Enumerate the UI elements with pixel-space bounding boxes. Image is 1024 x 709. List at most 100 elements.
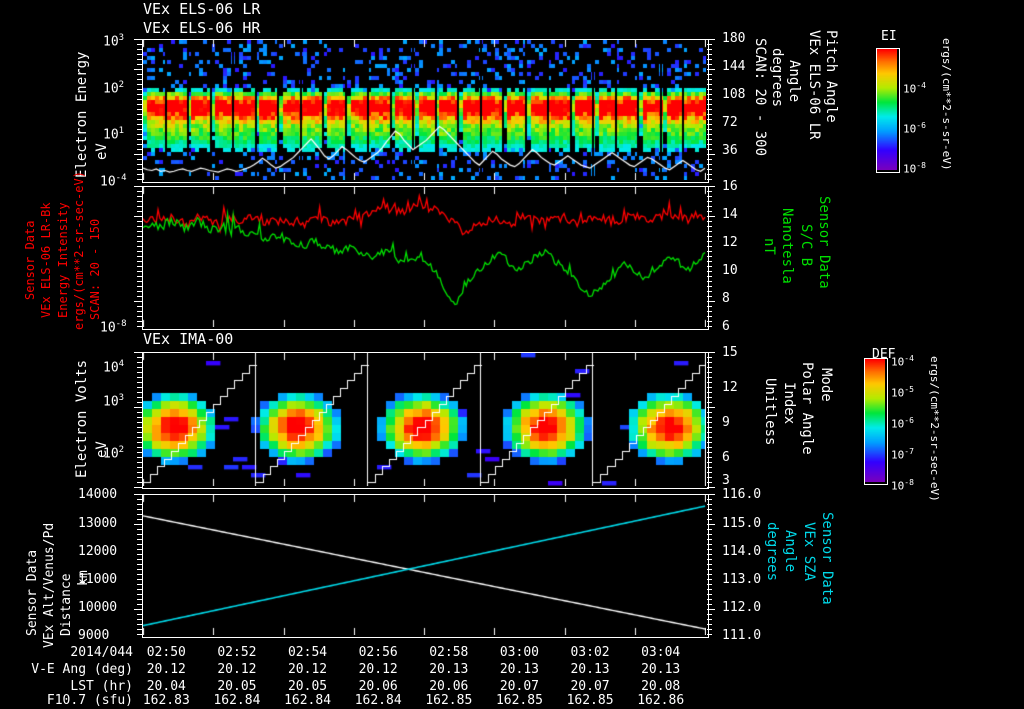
table-cell: 20.13 bbox=[641, 662, 681, 677]
axis-minor-tick bbox=[137, 579, 142, 580]
table-cell: 20.13 bbox=[429, 662, 469, 677]
axis-minor-tick bbox=[137, 624, 142, 625]
axis-minor-tick bbox=[134, 407, 142, 408]
axis-minor-tick bbox=[707, 69, 715, 70]
axis-minor-tick bbox=[137, 251, 142, 252]
axis-minor-tick bbox=[137, 589, 142, 590]
axis-minor-tick bbox=[707, 149, 712, 150]
table-cell: 162.84 bbox=[213, 693, 261, 708]
panel1-right-tick-180: 180 bbox=[722, 31, 746, 46]
table-cell: 162.85 bbox=[566, 693, 614, 708]
axis-minor-tick bbox=[137, 482, 142, 483]
axis-minor-tick bbox=[137, 169, 142, 170]
panel2-right-tick-8: 8 bbox=[722, 291, 730, 306]
panel1-left-axis-unit: eV bbox=[94, 143, 110, 160]
panel1-right-tick-108: 108 bbox=[722, 87, 746, 102]
table-row-label-3: F10.7 (sfu) bbox=[46, 693, 133, 708]
panel2-left-label-5: SCAN: 20 - 150 bbox=[88, 218, 102, 320]
axis-minor-tick bbox=[707, 196, 712, 197]
axis-minor-tick bbox=[134, 494, 142, 495]
axis-minor-tick bbox=[707, 614, 712, 615]
table-row-label-1: V-E Ang (deg) bbox=[31, 662, 133, 677]
axis-minor-tick bbox=[134, 487, 142, 488]
axis-minor-tick bbox=[707, 186, 715, 187]
panel3-ytick-1000: 103 bbox=[103, 393, 125, 410]
panel3-ytick-100: 102 bbox=[103, 445, 125, 462]
panel1-electron-energy-spectrogram[interactable] bbox=[142, 39, 709, 183]
axis-minor-tick bbox=[137, 467, 142, 468]
panel2-right-tick-12: 12 bbox=[722, 235, 738, 250]
table-cell: 20.12 bbox=[358, 662, 398, 677]
axis-minor-tick bbox=[707, 604, 712, 605]
panel3-right-tick-12: 12 bbox=[722, 380, 738, 395]
panel3-right-label-2: Polar Angle bbox=[799, 362, 815, 455]
axis-minor-tick bbox=[137, 539, 142, 540]
axis-minor-tick bbox=[137, 306, 142, 307]
panel2-intensity-bfield[interactable] bbox=[142, 186, 709, 330]
axis-minor-tick bbox=[707, 169, 712, 170]
axis-minor-tick bbox=[137, 417, 142, 418]
table-cell: 03:04 bbox=[641, 645, 681, 660]
axis-minor-tick bbox=[137, 397, 142, 398]
axis-minor-tick bbox=[707, 357, 712, 358]
axis-minor-tick bbox=[707, 256, 712, 257]
axis-minor-tick bbox=[707, 579, 712, 580]
table-cell: 162.85 bbox=[495, 693, 543, 708]
axis-minor-tick bbox=[707, 266, 712, 267]
table-cell: 20.05 bbox=[217, 679, 257, 694]
axis-minor-tick bbox=[707, 124, 712, 125]
axis-minor-tick bbox=[137, 191, 142, 192]
axis-minor-tick bbox=[707, 129, 712, 130]
axis-minor-tick bbox=[137, 149, 142, 150]
table-cell: 20.05 bbox=[287, 679, 328, 694]
axis-minor-tick bbox=[707, 54, 712, 55]
colorbar2-tick-3: 10-6 bbox=[891, 416, 914, 431]
table-cell: 20.12 bbox=[146, 662, 186, 677]
axis-minor-tick bbox=[707, 301, 715, 302]
axis-minor-tick bbox=[137, 94, 142, 95]
panel3-right-tick-3: 3 bbox=[722, 473, 730, 488]
axis-minor-tick bbox=[707, 432, 712, 433]
axis-minor-tick bbox=[137, 472, 142, 473]
axis-minor-tick bbox=[137, 452, 142, 453]
panel2-right-tick-6: 6 bbox=[722, 319, 730, 334]
axis-minor-tick bbox=[707, 246, 712, 247]
axis-minor-tick bbox=[707, 462, 712, 463]
axis-minor-tick bbox=[137, 326, 142, 327]
panel4-ytick-14000: 14000 bbox=[78, 487, 118, 502]
panel2-left-label-2: VEx ELS-06 LR-Bk bbox=[39, 202, 53, 318]
axis-minor-tick bbox=[134, 69, 142, 70]
axis-minor-tick bbox=[137, 261, 142, 262]
axis-minor-tick bbox=[137, 49, 142, 50]
axis-minor-tick bbox=[137, 437, 142, 438]
panel4-ytick-13000: 13000 bbox=[78, 516, 118, 531]
panel2-left-label-4: ergs/(cm**2-sr-sec-eV) bbox=[72, 171, 86, 330]
axis-minor-tick bbox=[707, 206, 712, 207]
axis-minor-tick bbox=[137, 544, 142, 545]
panel4-altitude-sza[interactable] bbox=[142, 494, 709, 638]
axis-minor-tick bbox=[137, 119, 142, 120]
panel4-right-label-4: degrees bbox=[764, 522, 780, 582]
panel1-right-label-3: Angle bbox=[786, 60, 802, 103]
panel2-left-label-1: Sensor Data bbox=[23, 220, 37, 300]
axis-minor-tick bbox=[707, 311, 712, 312]
axis-minor-tick bbox=[707, 276, 712, 277]
table-cell: 03:02 bbox=[570, 645, 610, 660]
axis-minor-tick bbox=[707, 159, 712, 160]
axis-minor-tick bbox=[707, 79, 712, 80]
colorbar2-title: DEF bbox=[872, 347, 896, 362]
axis-minor-tick bbox=[137, 109, 142, 110]
axis-minor-tick bbox=[707, 286, 712, 287]
panel2-ytick-top: 10-4 bbox=[100, 173, 127, 190]
panel3-right-label-4: Unitless bbox=[762, 378, 778, 446]
axis-minor-tick bbox=[707, 564, 712, 565]
panel3-ion-spectrogram[interactable] bbox=[142, 352, 709, 489]
panel4-right-label-3: Angle bbox=[782, 530, 798, 573]
panel1-ytick-100: 102 bbox=[103, 80, 125, 97]
axis-minor-tick bbox=[707, 281, 712, 282]
axis-minor-tick bbox=[137, 206, 142, 207]
axis-minor-tick bbox=[134, 352, 142, 353]
axis-minor-tick bbox=[707, 74, 712, 75]
axis-minor-tick bbox=[134, 186, 142, 187]
axis-minor-tick bbox=[707, 191, 712, 192]
